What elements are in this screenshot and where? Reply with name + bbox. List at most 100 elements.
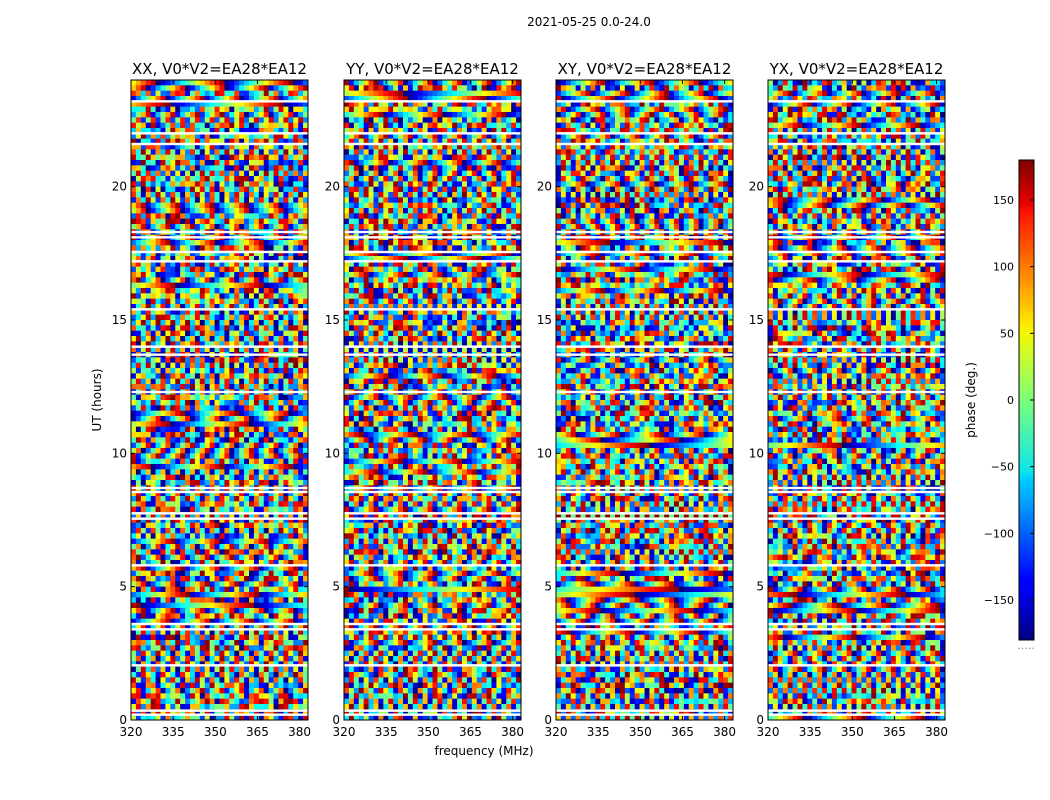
- flagged-gap: [556, 486, 733, 490]
- flagged-gap: [344, 490, 521, 494]
- flagged-gap: [768, 308, 945, 311]
- flagged-gap: [556, 353, 733, 356]
- flagged-gap: [344, 345, 521, 348]
- colorbar-tick-label: 0: [1007, 394, 1014, 407]
- flagged-gap: [556, 664, 733, 667]
- flagged-gap: [131, 713, 308, 716]
- x-axis-label: frequency (MHz): [434, 744, 533, 758]
- flagged-gap: [344, 713, 521, 716]
- flagged-gap: [768, 345, 945, 348]
- x-tick-label: 365: [246, 725, 269, 739]
- flagged-gap: [556, 709, 733, 712]
- x-tick-label: 335: [799, 725, 822, 739]
- panel-xx: XX, V0*V2=EA28*EA12 320 335 350 365 380 0 5 10 15…: [112, 60, 311, 739]
- flagged-gap: [556, 713, 733, 716]
- flagged-gap: [344, 390, 521, 394]
- flagged-gap: [768, 132, 945, 135]
- flagged-gap: [344, 142, 521, 146]
- x-tick-label: 380: [713, 725, 736, 739]
- colorbar-tick-label: −100: [984, 527, 1014, 540]
- flagged-gap: [131, 512, 308, 515]
- y-tick-label: 10: [325, 446, 340, 460]
- flagged-gap: [131, 132, 308, 135]
- phase-heatmap: [131, 80, 309, 721]
- flagged-gap: [131, 564, 308, 567]
- colorbar-tick-label: 150: [993, 194, 1014, 207]
- y-tick-label: 20: [325, 180, 340, 194]
- colorbar-tick-label: −50: [991, 461, 1014, 474]
- flagged-gap: [131, 486, 308, 490]
- flagged-gap: [344, 230, 521, 234]
- y-axis-label: UT (hours): [90, 368, 104, 431]
- flagged-gap: [556, 142, 733, 146]
- y-tick-label: 15: [112, 313, 127, 327]
- flagged-gap: [768, 260, 945, 263]
- flagged-gap: [768, 517, 945, 520]
- flagged-gap: [131, 345, 308, 348]
- y-tick-label: 15: [537, 313, 552, 327]
- flagged-gap: [131, 490, 308, 494]
- flagged-gap: [556, 390, 733, 394]
- x-tick-label: 320: [120, 725, 143, 739]
- y-tick-label: 5: [756, 580, 764, 594]
- flagged-gap: [768, 564, 945, 567]
- flagged-gap: [768, 512, 945, 515]
- flagged-gap: [131, 390, 308, 394]
- flagged-gap: [768, 486, 945, 490]
- flagged-gap: [131, 517, 308, 520]
- x-tick-label: 350: [629, 725, 652, 739]
- x-tick-label: 380: [288, 725, 311, 739]
- axes-frame: [767, 79, 946, 721]
- flagged-gap: [131, 260, 308, 263]
- flagged-gap: [556, 260, 733, 263]
- y-tick-label: 10: [749, 446, 764, 460]
- flagged-gap: [131, 236, 308, 239]
- x-tick-label: 365: [671, 725, 694, 739]
- panel-title: YX, V0*V2=EA28*EA12: [769, 60, 944, 78]
- panel-xy: XY, V0*V2=EA28*EA12 320 335 350 365 380 0 5 10 15…: [537, 60, 736, 739]
- x-tick-label: 320: [333, 725, 356, 739]
- flagged-gap: [344, 628, 521, 631]
- flagged-gap: [768, 664, 945, 667]
- x-tick-label: 335: [162, 725, 185, 739]
- colorbar-tick-label: 50: [1000, 327, 1014, 340]
- flagged-gap: [131, 628, 308, 631]
- flagged-gap: [556, 308, 733, 311]
- flagged-gap: [768, 142, 945, 146]
- x-tick-label: 365: [883, 725, 906, 739]
- y-tick-label: 15: [325, 313, 340, 327]
- flagged-gap: [344, 260, 521, 263]
- flagged-gap: [131, 142, 308, 146]
- y-tick-label: 10: [537, 446, 552, 460]
- colorbar-ticks: −150 −100 −50 0 50 100 150: [984, 194, 1034, 607]
- panel-yy: YY, V0*V2=EA28*EA12 320 335 350 365 380 0 5 10 15…: [325, 60, 524, 739]
- flagged-gap: [556, 517, 733, 520]
- x-tick-label: 365: [459, 725, 482, 739]
- flagged-gap: [344, 709, 521, 712]
- flagged-gap: [131, 622, 308, 626]
- x-tick-label: 380: [925, 725, 948, 739]
- colorbar-footnote: .....: [1017, 639, 1034, 652]
- axes-frame: [130, 79, 309, 721]
- flagged-gap: [344, 100, 521, 103]
- y-tick-label: 0: [332, 713, 340, 727]
- flagged-gap: [131, 308, 308, 311]
- y-tick-label: 0: [544, 713, 552, 727]
- flagged-gap: [131, 353, 308, 356]
- flagged-gap: [344, 486, 521, 490]
- flagged-gap: [768, 713, 945, 716]
- x-tick-label: 380: [501, 725, 524, 739]
- flagged-gap: [768, 353, 945, 356]
- flagged-gap: [344, 132, 521, 135]
- y-tick-label: 20: [112, 180, 127, 194]
- flagged-gap: [768, 250, 945, 254]
- flagged-gap: [768, 236, 945, 239]
- y-tick-label: 0: [119, 713, 127, 727]
- flagged-gap: [556, 236, 733, 239]
- flagged-gap: [344, 250, 521, 254]
- y-tick-label: 20: [749, 180, 764, 194]
- panel-title: XY, V0*V2=EA28*EA12: [558, 60, 732, 78]
- y-tick-label: 10: [112, 446, 127, 460]
- y-tick-label: 20: [537, 180, 552, 194]
